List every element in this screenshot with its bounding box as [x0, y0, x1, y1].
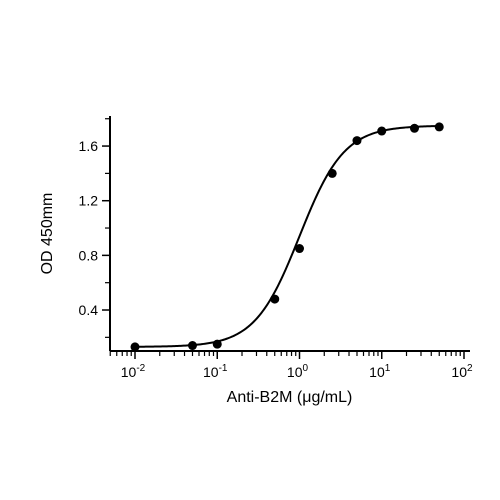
data-point: [295, 244, 304, 254]
fit-curve: [134, 124, 440, 348]
axes: [109, 116, 470, 352]
y-tick-label: 1.2: [79, 193, 99, 209]
data-point: [187, 341, 197, 351]
x-axis-ticks: 10-2 10-1 100 101 102: [109, 351, 473, 380]
x-tick-label: 10-1: [203, 363, 228, 380]
data-point: [212, 339, 222, 349]
data-point: [130, 342, 140, 352]
x-tick-label: 102: [451, 363, 473, 380]
x-tick-label: 100: [287, 363, 309, 380]
y-axis-ticks: 0.4 0.8 1.2 1.6: [79, 118, 110, 338]
data-points: [130, 122, 444, 352]
y-axis-title: OD 450mm: [39, 193, 56, 275]
data-point: [409, 123, 419, 133]
data-point: [270, 294, 280, 304]
fit-curve-layer: [134, 124, 440, 348]
y-tick-label: 0.4: [79, 302, 99, 318]
x-tick-label: 101: [369, 363, 391, 380]
x-tick-label: 10-2: [121, 363, 146, 380]
x-axis-title: Anti-B2M (μg/mL): [227, 389, 353, 406]
data-point: [327, 168, 337, 178]
y-tick-label: 0.8: [79, 247, 99, 263]
y-tick-label: 1.6: [79, 138, 99, 154]
data-point: [352, 136, 362, 146]
data-point: [434, 122, 444, 132]
data-point: [377, 126, 387, 136]
